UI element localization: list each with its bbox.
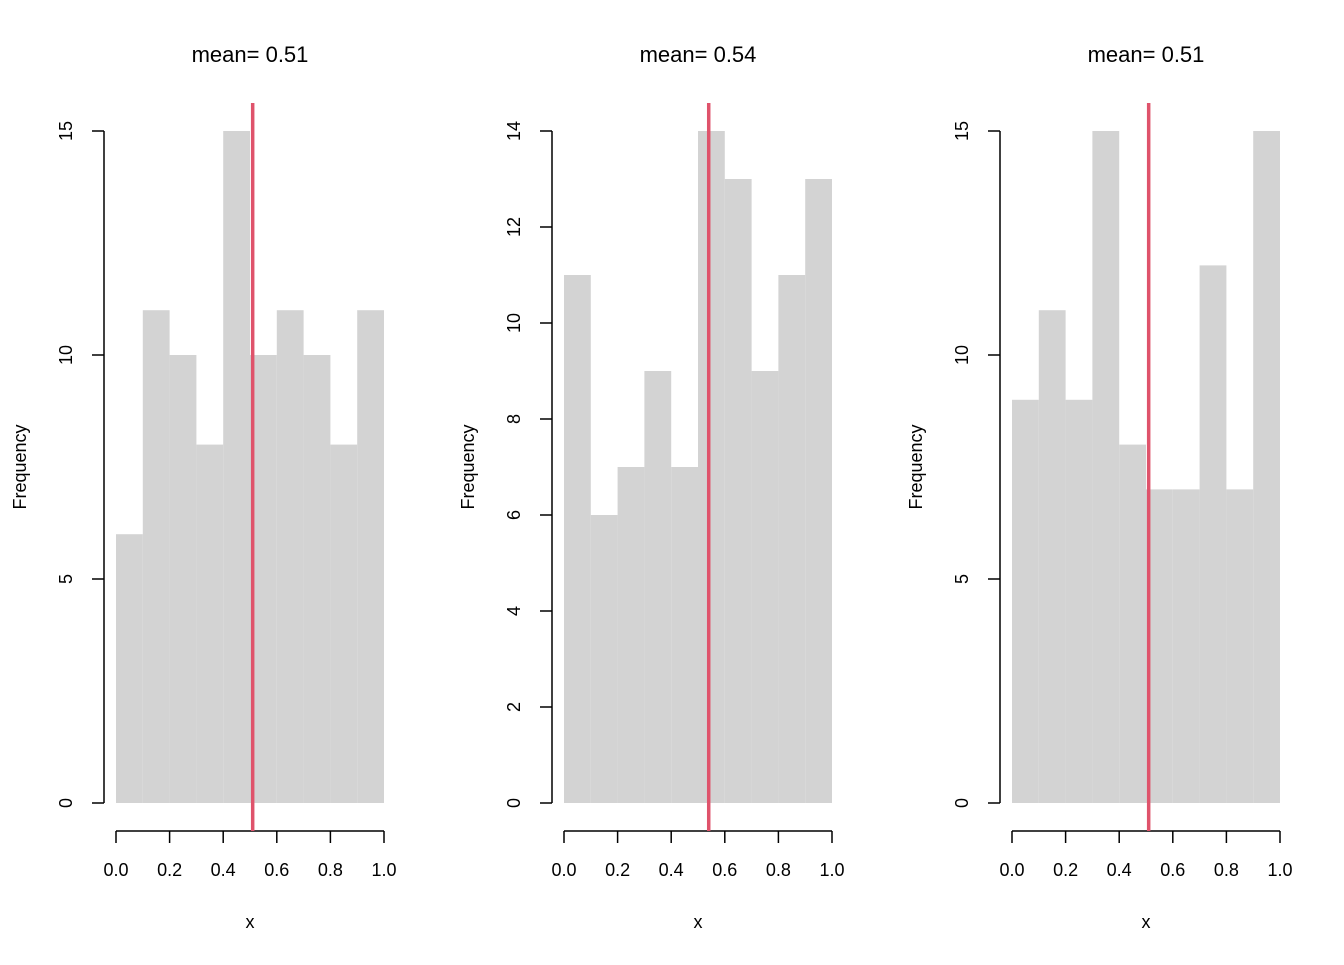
histogram-bar xyxy=(303,355,331,803)
histogram-bar xyxy=(1226,489,1254,803)
y-tick-label: 15 xyxy=(952,121,972,141)
y-tick-label: 10 xyxy=(56,345,76,365)
histogram-bar xyxy=(276,310,304,803)
y-tick-label: 4 xyxy=(504,606,524,616)
y-tick-label: 2 xyxy=(504,702,524,712)
y-tick-label: 6 xyxy=(504,510,524,520)
histogram-bar xyxy=(751,371,779,803)
histogram-panel-2: 0 2 4 6 8 10 12 14 0.0 0.2 0.4 0.6 0.8 1.0 mean= 0.54 x… xyxy=(458,42,845,932)
y-tick-label: 0 xyxy=(56,798,76,808)
histogram-bar xyxy=(805,179,832,803)
histogram-bar xyxy=(564,275,591,803)
histogram-bar xyxy=(1199,265,1227,803)
histogram-panel-3: 0 5 10 15 0.0 0.2 0.4 0.6 0.8 1.0 mean= 0.51 x Frequ… xyxy=(906,42,1293,932)
histogram-panel-1: 0 5 10 15 0.0 0.2 0.4 0.6 0.8 1.0 mean= 0.51 x Frequ… xyxy=(10,42,397,932)
y-tick-label: 14 xyxy=(504,121,524,141)
chart-title: mean= 0.54 xyxy=(640,42,757,67)
x-tick-label: 0.6 xyxy=(264,860,289,880)
histogram-bar xyxy=(169,355,197,803)
y-axis-label: Frequency xyxy=(458,424,478,509)
y-tick-label: 8 xyxy=(504,414,524,424)
histogram-bar xyxy=(778,275,806,803)
histogram-bar xyxy=(1119,444,1146,803)
y-tick-label: 5 xyxy=(952,574,972,584)
x-tick-label: 0.2 xyxy=(157,860,182,880)
x-axis-label: x xyxy=(246,912,255,932)
histogram-bar xyxy=(196,444,224,803)
x-tick-label: 0.8 xyxy=(318,860,343,880)
x-tick-label: 1.0 xyxy=(1267,860,1292,880)
chart-title: mean= 0.51 xyxy=(1088,42,1205,67)
x-tick-label: 0.4 xyxy=(1107,860,1132,880)
y-tick-label: 15 xyxy=(56,121,76,141)
x-tick-label: 1.0 xyxy=(819,860,844,880)
x-tick-label: 0.2 xyxy=(605,860,630,880)
histogram-bar xyxy=(698,131,725,803)
x-tick-label: 0.6 xyxy=(1160,860,1185,880)
histogram-bar xyxy=(644,371,672,803)
histogram-bar xyxy=(1146,489,1173,803)
x-axis-label: x xyxy=(1142,912,1151,932)
x-tick-label: 0.0 xyxy=(551,860,576,880)
y-tick-label: 0 xyxy=(952,798,972,808)
x-tick-label: 0.4 xyxy=(659,860,684,880)
histogram-bar xyxy=(1038,310,1066,803)
histogram-bar xyxy=(1065,399,1093,803)
y-tick-label: 5 xyxy=(56,574,76,584)
y-tick-label: 10 xyxy=(952,345,972,365)
histogram-bar xyxy=(1092,131,1120,803)
y-axis-label: Frequency xyxy=(10,424,30,509)
x-tick-label: 0.0 xyxy=(999,860,1024,880)
x-axis-label: x xyxy=(694,912,703,932)
histogram-bar xyxy=(590,515,618,803)
histogram-bar xyxy=(1012,399,1039,803)
histogram-bar xyxy=(357,310,384,803)
histogram-bar xyxy=(724,179,752,803)
x-tick-label: 0.0 xyxy=(103,860,128,880)
x-tick-label: 0.8 xyxy=(1214,860,1239,880)
histogram-bar xyxy=(142,310,170,803)
x-tick-label: 0.8 xyxy=(766,860,791,880)
y-tick-label: 12 xyxy=(504,217,524,237)
histogram-bar xyxy=(116,534,143,803)
y-tick-label: 10 xyxy=(504,313,524,333)
chart-title: mean= 0.51 xyxy=(192,42,309,67)
y-axis-label: Frequency xyxy=(906,424,926,509)
x-tick-label: 0.4 xyxy=(211,860,236,880)
x-tick-label: 0.2 xyxy=(1053,860,1078,880)
histogram-bar xyxy=(1172,489,1200,803)
histogram-bar xyxy=(1253,131,1280,803)
histogram-bar xyxy=(250,355,277,803)
y-tick-label: 0 xyxy=(504,798,524,808)
histogram-bar xyxy=(223,131,250,803)
histogram-bar xyxy=(671,467,698,803)
histogram-bar xyxy=(330,444,358,803)
x-tick-label: 1.0 xyxy=(371,860,396,880)
histogram-bar xyxy=(617,467,645,803)
x-tick-label: 0.6 xyxy=(712,860,737,880)
